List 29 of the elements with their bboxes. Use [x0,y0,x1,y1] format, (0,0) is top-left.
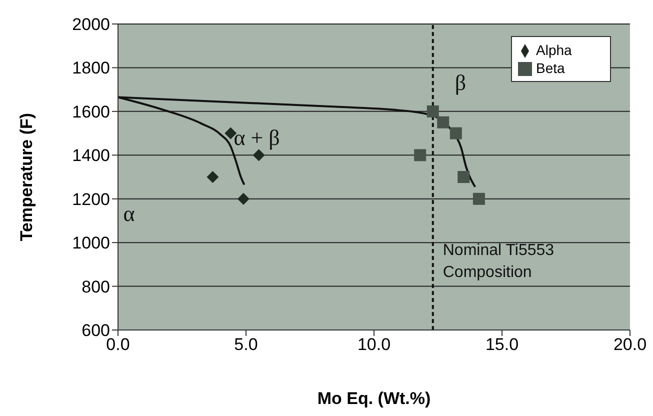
x-tick-label: 10.0 [357,335,391,354]
y-tick-label: 1400 [72,146,110,166]
x-tick-label: 15.0 [485,335,519,354]
annotation: α [123,201,136,226]
annotation: β [454,70,466,96]
y-tick-label: 1200 [72,190,110,209]
x-tick-label: 5.0 [234,335,258,354]
point [252,149,265,162]
x-tick-label: 0.0 [106,335,130,354]
point [450,127,462,140]
legend-label: Alpha [536,42,572,58]
annotation: α + β [234,124,280,150]
y-tick-label: 800 [82,277,110,296]
y-tick-label: 2000 [72,15,110,34]
point [472,192,485,205]
ref-line-label: Nominal Ti5553 Composition [442,242,554,282]
point [206,171,219,183]
point [437,116,450,128]
y-tick-label: 1600 [72,102,110,122]
x-tick-label: 20.0 [613,335,647,354]
y-tick-label: 1000 [72,234,110,253]
legend-label: Beta [536,60,565,76]
y-axis-title: Temperature (F) [17,112,36,242]
point [458,171,470,183]
y-tick-label: 1800 [72,58,110,78]
point [426,105,439,118]
x-axis-title: Mo Eq. (Wt.%) [317,389,431,408]
point [414,149,426,162]
point [237,192,250,205]
